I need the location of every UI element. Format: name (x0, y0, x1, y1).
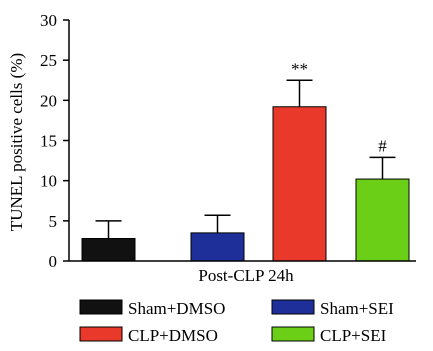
bar (81, 238, 136, 262)
legend-swatch (79, 326, 123, 342)
y-tick-label: 20 (40, 91, 57, 110)
y-tick-label: 10 (40, 172, 57, 191)
y-axis: 0 5 10 15 20 25 30 (40, 11, 70, 271)
legend-label: CLP+SEI (320, 326, 387, 345)
legend-label: Sham+SEI (320, 299, 394, 318)
x-axis-label: Post-CLP 24h (198, 266, 294, 285)
bar (355, 178, 410, 262)
bar (190, 232, 245, 262)
bar (272, 106, 327, 262)
significance-label: # (378, 136, 387, 155)
y-tick-label: 25 (40, 51, 57, 70)
y-tick-label: 5 (49, 212, 58, 231)
legend-swatch (79, 299, 123, 315)
legend: Sham+DMSO Sham+SEI CLP+DMSO CLP+SEI (79, 299, 394, 345)
legend-swatch (271, 299, 315, 315)
bars: ** # (81, 59, 410, 262)
legend-label: CLP+DMSO (128, 326, 218, 345)
significance-label: ** (291, 59, 308, 78)
y-tick-label: 0 (49, 252, 58, 271)
y-tick-label: 15 (40, 132, 57, 151)
legend-swatch (271, 326, 315, 342)
legend-label: Sham+DMSO (128, 299, 225, 318)
y-tick-label: 30 (40, 11, 57, 30)
y-axis-label: TUNEL positive cells (%) (7, 53, 26, 231)
